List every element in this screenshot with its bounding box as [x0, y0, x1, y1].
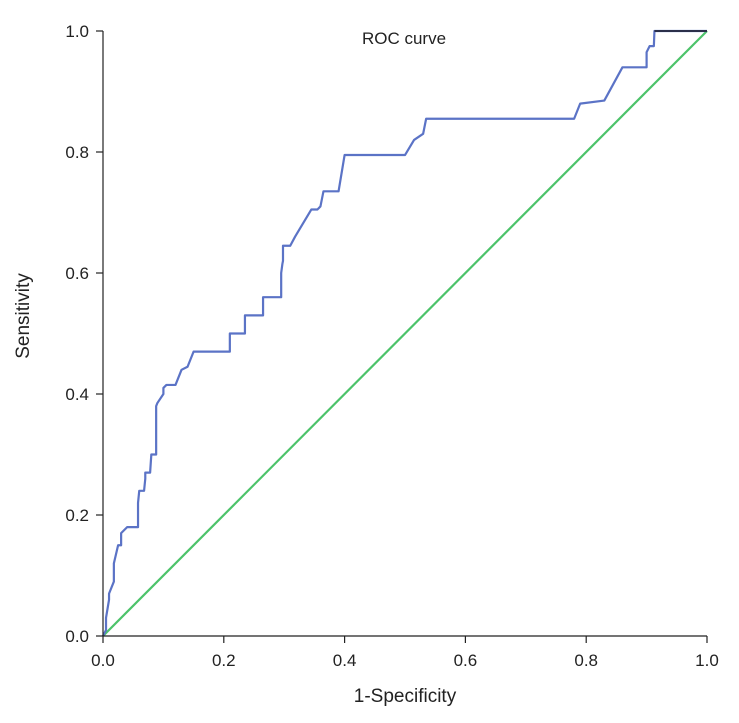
y-tick-label: 0.4: [65, 385, 89, 404]
y-tick-label: 0.6: [65, 264, 89, 283]
y-axis-label: Sensitivity: [13, 273, 34, 359]
y-tick-label: 1.0: [65, 22, 89, 41]
x-tick-label: 1.0: [695, 651, 719, 670]
y-ticks: 0.0 0.2 0.4 0.6 0.8 1.0: [65, 22, 103, 646]
reference-line: [102, 30, 708, 637]
roc-curve: [102, 29, 707, 637]
x-tick-label: 0.8: [574, 651, 598, 670]
x-tick-label: 0.6: [454, 651, 478, 670]
x-ticks: 0.0 0.2 0.4 0.6 0.8 1.0: [91, 636, 719, 670]
x-tick-label: 0.4: [333, 651, 357, 670]
series-layer: [102, 29, 708, 637]
y-tick-label: 0.0: [65, 627, 89, 646]
x-tick-label: 0.0: [91, 651, 115, 670]
chart-title: ROC curve: [362, 29, 446, 48]
x-axis-label: 1-Specificity: [354, 686, 457, 707]
x-tick-label: 0.2: [212, 651, 236, 670]
y-tick-label: 0.2: [65, 506, 89, 525]
y-tick-label: 0.8: [65, 143, 89, 162]
